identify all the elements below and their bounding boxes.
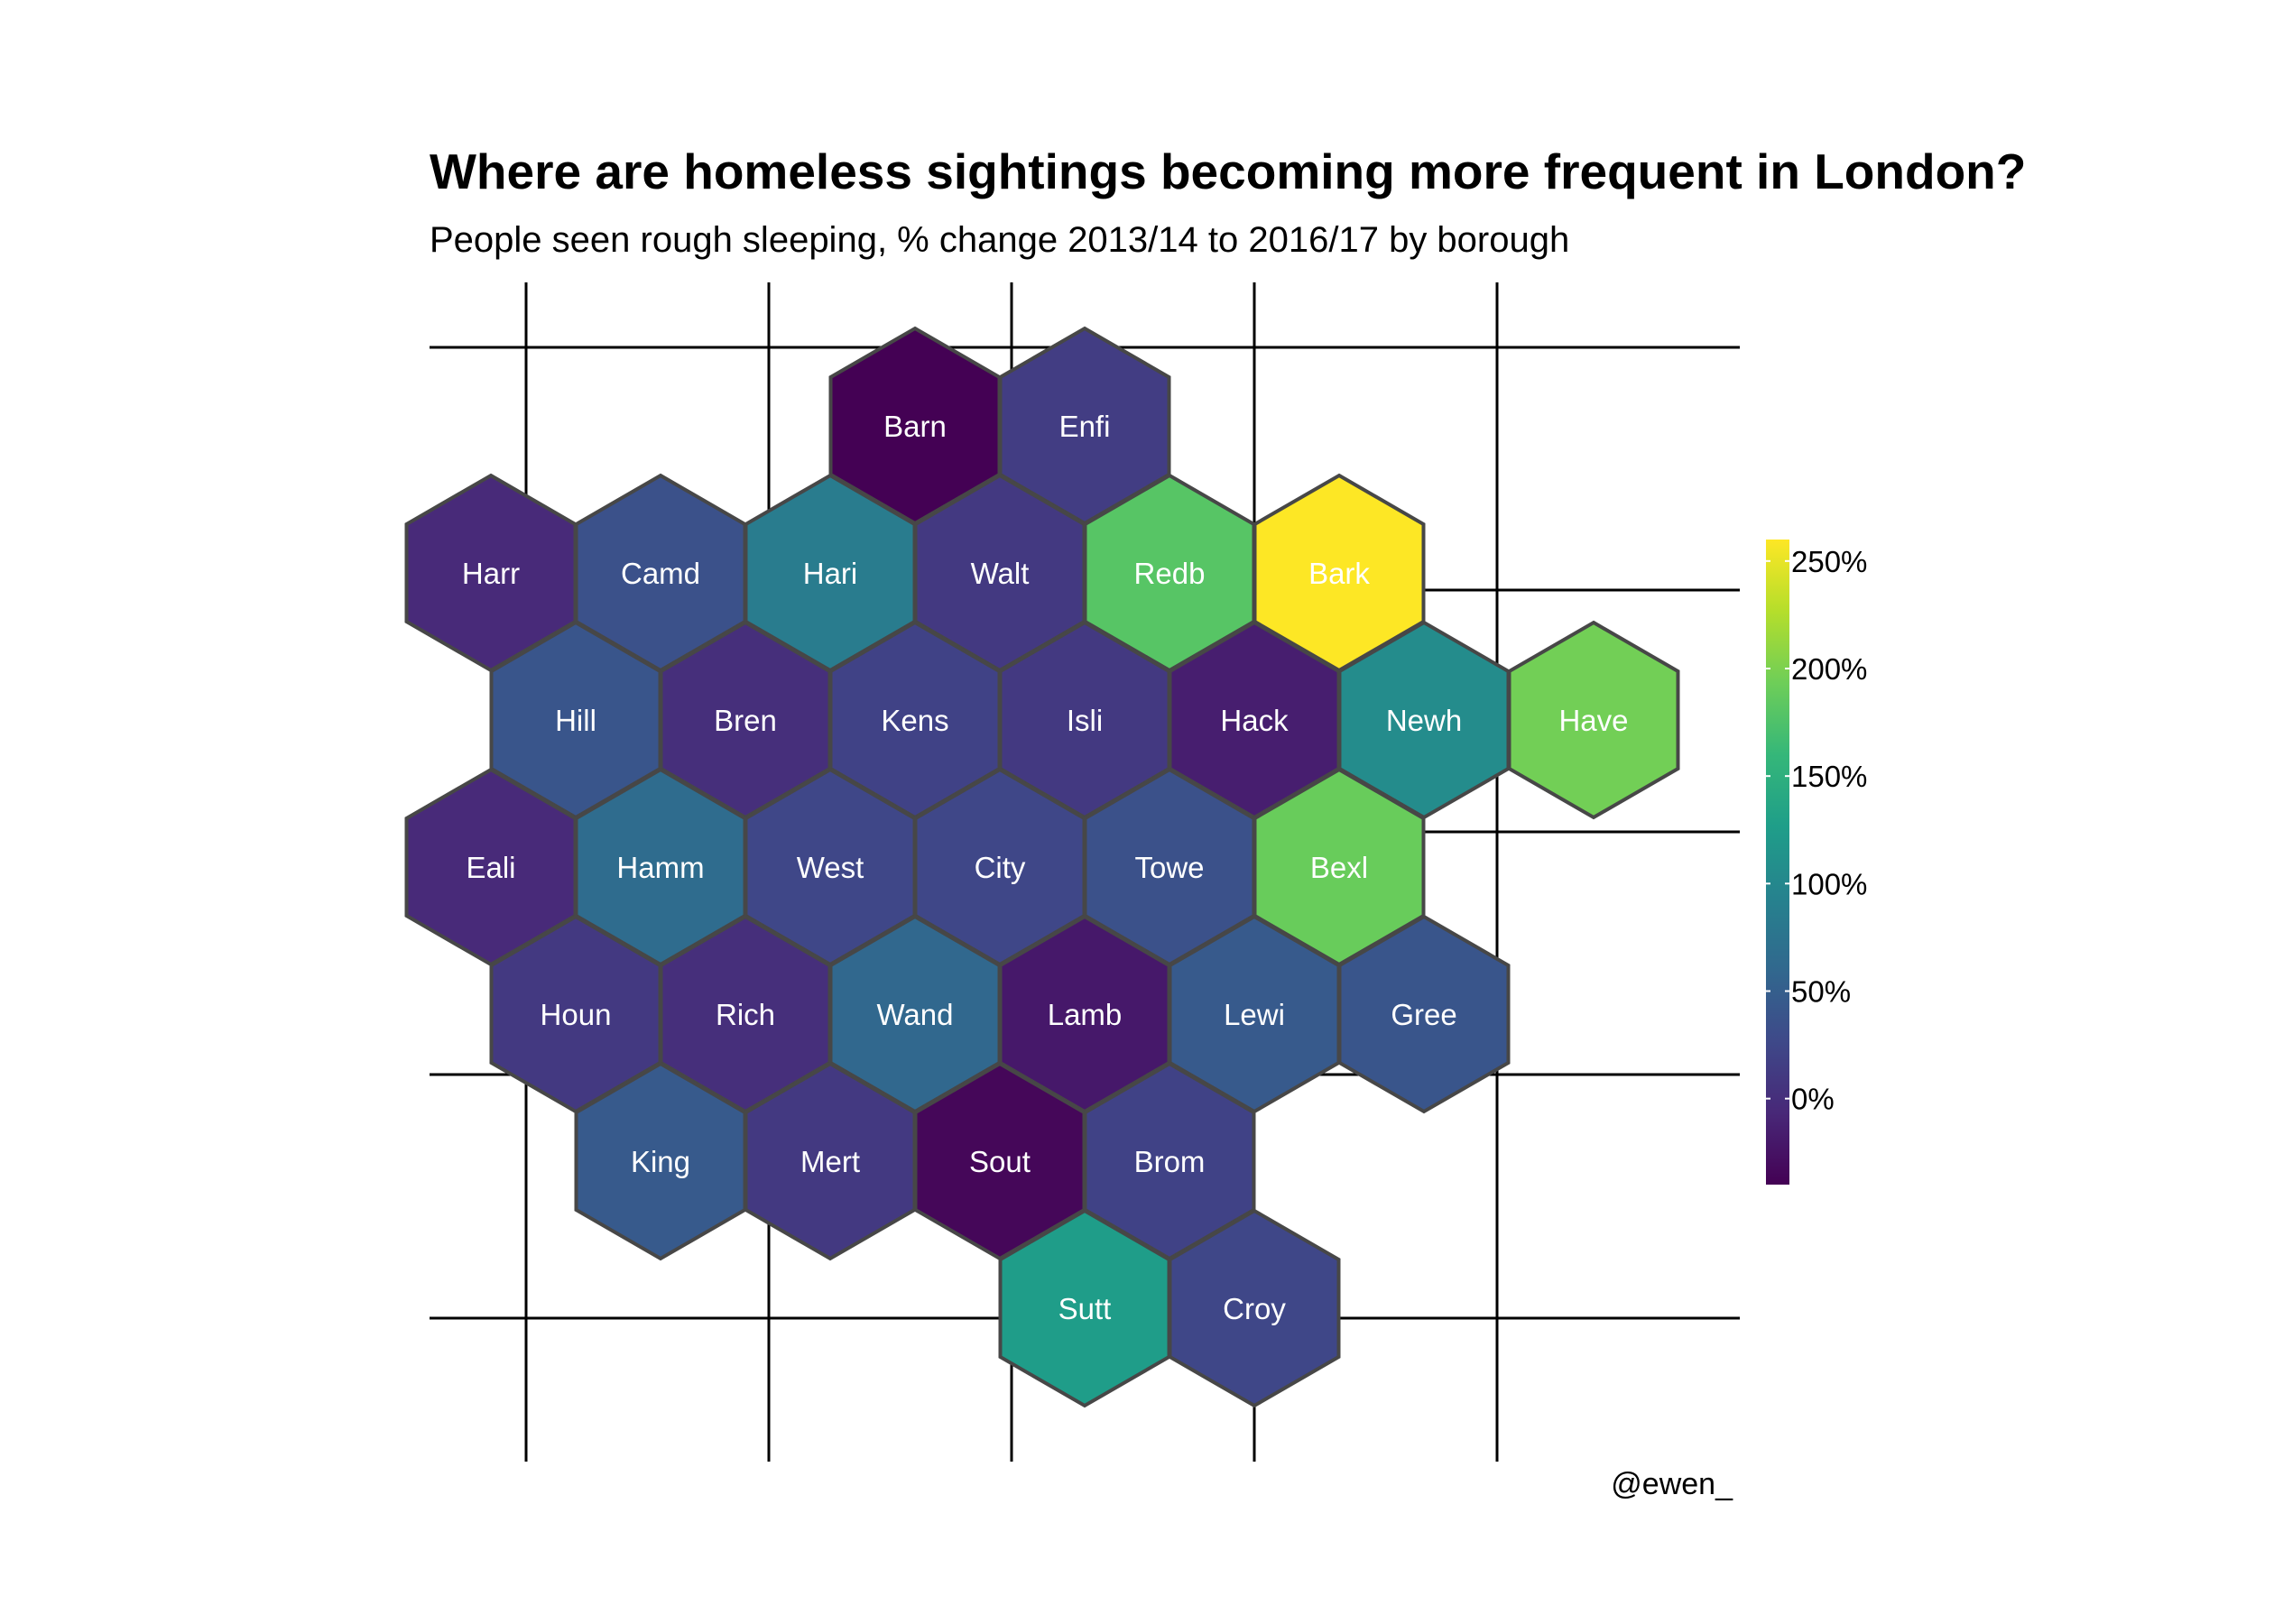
borough-label: Isli [1067, 704, 1103, 737]
borough-label: Kens [881, 704, 948, 737]
chart-caption: @ewen_ [1611, 1467, 1733, 1501]
borough-hex-gree: Gree [1337, 914, 1511, 1114]
borough-label: Bexl [1310, 851, 1368, 884]
borough-label: Croy [1223, 1292, 1286, 1325]
borough-hex-brom: Brom [1083, 1061, 1256, 1261]
borough-label: Hari [803, 557, 858, 590]
borough-label: Hamm [616, 851, 704, 884]
borough-hex-isli: Isli [998, 620, 1171, 820]
borough-label: Redb [1134, 557, 1206, 590]
colorbar [1766, 540, 1789, 1185]
borough-label: Barn [883, 410, 947, 443]
colorbar-legend: 0% 50% 100% 150% 200% 250% [1766, 540, 1867, 1185]
hex-shape [1507, 620, 1680, 820]
colorbar-tick-label: 50% [1791, 975, 1851, 1009]
borough-hex-king: King [574, 1061, 747, 1261]
borough-label: Rich [716, 998, 775, 1031]
colorbar-tick-label: 0% [1791, 1083, 1835, 1116]
borough-label: Eali [466, 851, 515, 884]
borough-label: Harr [462, 557, 520, 590]
borough-hex-lamb: Lamb [998, 914, 1171, 1114]
borough-hex-enfi: Enfi [998, 326, 1171, 526]
borough-label: Bark [1308, 557, 1370, 590]
borough-hex-west: West [744, 767, 917, 967]
hex-layer: Barn Enfi Harr Camd Hari Walt Redb Bark Hill Bren… [404, 326, 1680, 1408]
borough-label: Bren [714, 704, 777, 737]
borough-hex-hack: Hack [1168, 620, 1341, 820]
hex-shape [1337, 914, 1511, 1114]
borough-label: City [975, 851, 1026, 884]
borough-label: Enfi [1059, 410, 1111, 443]
borough-label: Walt [971, 557, 1030, 590]
borough-hex-sout: Sout [913, 1061, 1086, 1261]
borough-label: Hack [1220, 704, 1289, 737]
borough-label: Wand [877, 998, 954, 1031]
borough-label: Lewi [1224, 998, 1285, 1031]
borough-hex-hamm: Hamm [574, 767, 747, 967]
borough-label: Camd [621, 557, 700, 590]
borough-label: Brom [1134, 1145, 1206, 1178]
borough-label: Houn [541, 998, 612, 1031]
hex-shape [1168, 1208, 1341, 1408]
borough-label: Mert [800, 1145, 860, 1178]
chart-title: Where are homeless sightings becoming mo… [430, 143, 2027, 199]
borough-label: King [631, 1145, 690, 1178]
borough-label: Towe [1134, 851, 1204, 884]
borough-label: Hill [555, 704, 596, 737]
colorbar-tick-label: 250% [1791, 545, 1867, 578]
borough-hex-bark: Bark [1253, 473, 1426, 673]
borough-label: Have [1558, 704, 1628, 737]
chart-subtitle: People seen rough sleeping, % change 201… [430, 220, 1570, 260]
colorbar-tick-label: 150% [1791, 760, 1867, 793]
borough-hex-mert: Mert [744, 1061, 917, 1261]
borough-hex-wand: Wand [828, 914, 1002, 1114]
colorbar-tick-label: 100% [1791, 867, 1867, 900]
borough-label: Newh [1386, 704, 1462, 737]
borough-label: Gree [1391, 998, 1456, 1031]
colorbar-tick-label: 200% [1791, 652, 1867, 686]
borough-hex-rich: Rich [659, 914, 832, 1114]
borough-label: Lamb [1048, 998, 1123, 1031]
borough-hex-have: Have [1507, 620, 1680, 820]
borough-hex-croy: Croy [1168, 1208, 1341, 1408]
borough-label: Sutt [1058, 1292, 1112, 1325]
borough-label: West [797, 851, 864, 884]
borough-label: Sout [969, 1145, 1031, 1178]
